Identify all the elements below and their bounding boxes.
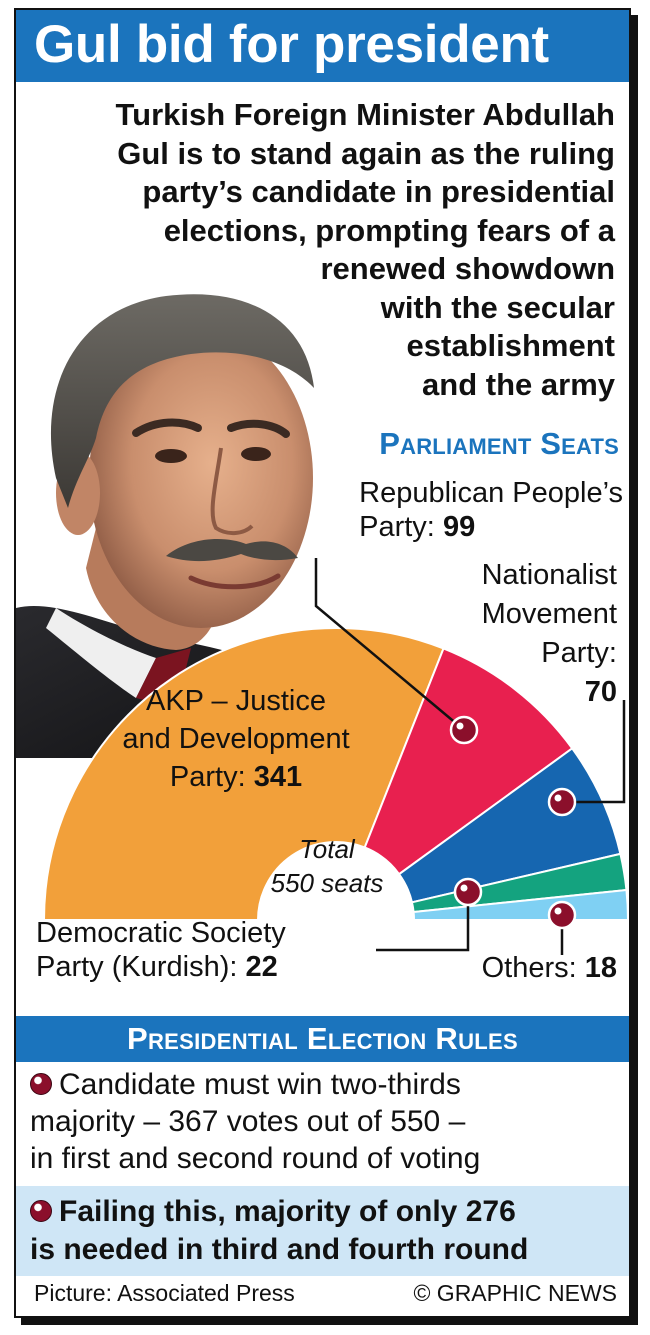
parliament-chart <box>42 558 629 955</box>
label-others-text: Others: <box>481 952 585 984</box>
total-line1: Total <box>299 834 355 864</box>
label-dtp-value: 22 <box>245 951 278 983</box>
label-mhp-line2: Movement <box>481 598 617 630</box>
label-akp-line1: AKP – Justice <box>145 685 326 717</box>
rules-heading: Presidential Election Rules <box>127 1021 518 1056</box>
bullet-dot-icon <box>30 1200 52 1222</box>
rule-1-line: majority – 367 votes out of 550 – <box>30 1105 466 1138</box>
leader-line-3 <box>376 892 470 952</box>
marker-highlight-4 <box>554 907 562 915</box>
rule-2-highlight <box>16 1186 629 1276</box>
label-akp-line2: and Development <box>122 723 350 755</box>
total-line2: 550 seats <box>270 868 384 898</box>
label-mhp: Nationalist Movement Party: 70 <box>482 556 617 712</box>
intro-line: with the secular <box>380 289 615 325</box>
leader-line-1 <box>314 558 465 731</box>
marker-highlight-2 <box>554 794 562 802</box>
intro-line: establishment <box>406 328 615 363</box>
title-bar: Gul bid for president <box>16 10 629 82</box>
slice-1 <box>363 647 574 876</box>
intro-text: Turkish Foreign Minister Abdullah Gul is… <box>116 96 615 404</box>
rule-2: Failing this, majority of only 276 is ne… <box>30 1193 528 1269</box>
label-chp-value: 99 <box>442 511 476 543</box>
leader-line-2 <box>562 700 626 804</box>
label-chp-line2: Party: <box>359 511 443 543</box>
marker-highlight-1 <box>456 722 464 730</box>
label-akp-line3: Party: <box>169 761 254 793</box>
marker-highlight-3 <box>460 884 468 892</box>
page-title: Gul bid for president <box>34 15 549 74</box>
label-mhp-line3: Party: <box>541 637 617 669</box>
slice-0 <box>42 627 445 921</box>
label-dtp-line1: Democratic Society <box>36 917 286 949</box>
photo-credit: Picture: Associated Press <box>34 1280 295 1306</box>
intro-line: Turkish Foreign Minister Abdullah <box>115 97 615 132</box>
intro-line: elections, prompting fears of a <box>163 212 615 248</box>
label-akp: AKP – Justice and Development Party: 341 <box>86 682 386 796</box>
rules-heading-bar: Presidential Election Rules <box>16 1016 629 1062</box>
intro-line: party’s candidate in presidential <box>142 174 615 209</box>
rule-2-line: Failing this, majority of only 276 <box>59 1195 516 1228</box>
seats-heading: Parliament Seats <box>379 426 619 461</box>
infographic: Gul bid for president <box>14 8 631 1318</box>
rule-1-line: in first and second round of voting <box>30 1142 481 1175</box>
intro-line: Gul is to stand again as the ruling <box>117 135 615 171</box>
marker-dot-3 <box>453 877 483 907</box>
rule-1: Candidate must win two-thirds majority –… <box>30 1066 480 1177</box>
total-label: Total 550 seats <box>242 832 412 900</box>
label-mhp-line1: Nationalist <box>481 559 617 591</box>
label-others-value: 18 <box>584 952 617 984</box>
label-dtp-line2: Party (Kurdish): <box>36 951 246 983</box>
label-others: Others: 18 <box>482 951 617 985</box>
copyright: © GRAPHIC NEWS <box>413 1280 617 1306</box>
marker-dot-4 <box>547 900 577 930</box>
label-mhp-value: 70 <box>584 676 617 708</box>
marker-dot-1 <box>449 715 479 745</box>
marker-dot-2 <box>547 787 577 817</box>
rule-1-line: Candidate must win two-thirds <box>59 1068 461 1101</box>
bullet-dot-icon <box>30 1073 52 1095</box>
intro-line: and the army <box>422 366 615 402</box>
label-akp-value: 341 <box>253 761 303 793</box>
label-chp: Republican People’s Party: 99 <box>359 476 623 544</box>
intro-line: renewed showdown <box>320 251 615 286</box>
label-dtp: Democratic Society Party (Kurdish): 22 <box>36 916 286 984</box>
rule-2-line: is needed in third and fourth round <box>30 1233 529 1266</box>
label-chp-line1: Republican People’s <box>359 477 623 509</box>
